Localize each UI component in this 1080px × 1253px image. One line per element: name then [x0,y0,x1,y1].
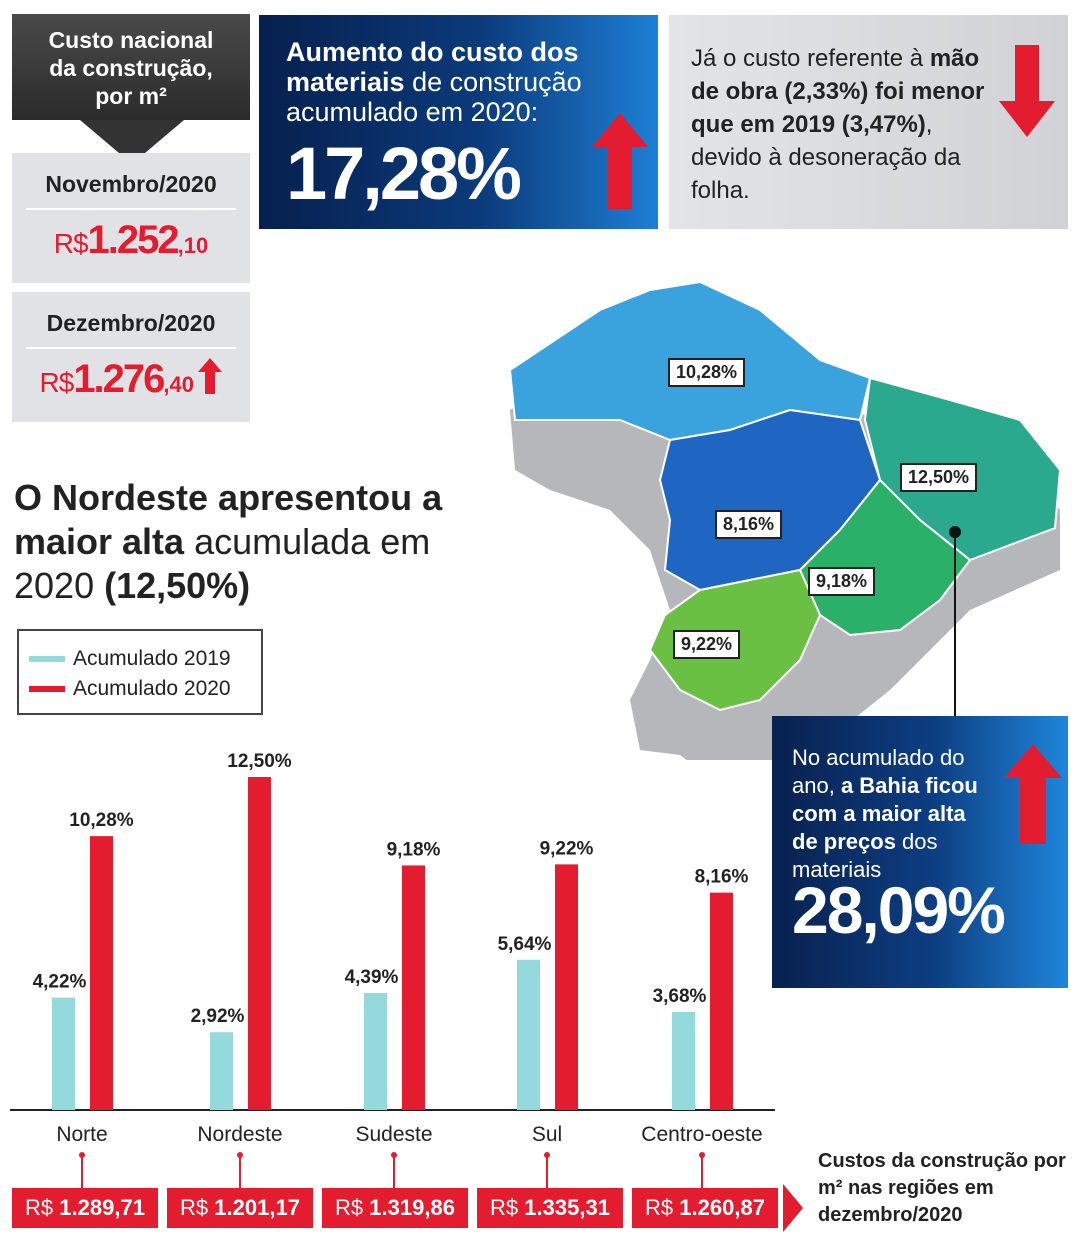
bar-2019-sudeste [364,993,387,1110]
costs-caption: Custos da construção por m² nas regiões … [818,1150,1066,1226]
labour-text-3: , devido à desoneração da folha. [691,111,961,204]
category-label: Sul [532,1123,562,1146]
section-headline: O Nordeste apresentou a maior alta acumu… [14,476,474,608]
cost-box-norte: R$ 1.289,71 [12,1188,158,1228]
bar-2020-norte [90,836,113,1110]
headline-value: (12,50%) [104,565,251,606]
value-cents: ,40 [163,372,195,397]
cost-box-nordeste: R$ 1.201,17 [167,1188,313,1228]
legend-swatch [29,686,65,692]
bahia-value: 28,09% [792,873,1006,947]
bar-2019-sul [517,959,540,1110]
category-label: Centro-oeste [641,1123,762,1146]
bahia-text-2: dos materiais [792,829,938,882]
data-label: 8,16% [695,867,749,888]
month-card-december: Dezembro/2020 R$1.276,40 [12,292,250,422]
data-label: 3,68% [653,986,707,1007]
month-card-november: Novembro/2020 R$1.252,10 [12,153,250,283]
headline-rest: acumulada em 2020 [14,521,431,606]
bahia-highlight-box: No acumulado do ano, a Bahia ficou com a… [772,716,1068,988]
month-label: Novembro/2020 [26,153,236,210]
brazil-map [508,280,1062,760]
national-cost-title: Custo nacional da construção, por m² [12,14,250,120]
connector-dot [544,1152,550,1158]
legend-item-2020: Acumulado 2020 [29,674,261,704]
data-label: 4,39% [345,967,399,988]
title-line-2: da construção, [49,55,213,81]
currency: R$ [39,367,75,398]
title-line-1: Custo nacional [48,27,214,53]
headline-bold: O Nordeste apresentou a maior alta [14,477,443,562]
down-arrow-icon [999,45,1055,137]
labour-text-bold: mão de obra (2,33%) foi menor que em 201… [691,45,985,138]
map-label-sudeste: 9,18% [808,567,876,596]
connector-dot [79,1152,85,1158]
map-label-norte: 10,28% [668,358,746,387]
month-value: R$1.276,40 [12,349,250,402]
bar-2019-norte [52,997,75,1110]
banner-text: Aumento do custo dos materiais de constr… [286,37,631,127]
data-label: 4,22% [33,972,87,993]
pointer-arrow-icon [783,1184,803,1232]
value-integer: 1.252 [87,218,180,262]
map-label-nordeste: 12,50% [900,463,978,492]
legend-label: Acumulado 2020 [73,677,231,700]
bahia-text-1: No acumulado do ano, [792,745,965,798]
month-value: R$1.252,10 [12,210,250,263]
connector-dot [391,1152,397,1158]
data-label: 9,18% [387,839,441,860]
bar-2019-centro-oeste [672,1011,695,1110]
banner-rest: de construção acumulado em 2020: [286,67,582,127]
cost-box-centro-oeste: R$ 1.260,87 [632,1188,778,1228]
up-arrow-icon [198,358,223,394]
labour-cost-note: Já o custo referente à mão de obra (2,33… [669,15,1068,229]
banner-bold: Aumento do custo dos materiais [286,37,579,97]
up-arrow-icon [1004,744,1062,844]
title-line-3: por m² [95,83,167,109]
data-label: 5,64% [498,934,552,955]
currency: R$ [53,228,89,259]
bar-2019-nordeste [210,1032,233,1110]
bar-2020-sul [555,864,578,1110]
connector-dot [699,1152,705,1158]
category-label: Norte [56,1123,107,1146]
data-label: 10,28% [69,810,134,831]
bar-2020-sudeste [402,865,425,1110]
category-label: Nordeste [197,1123,282,1146]
data-label: 12,50% [227,751,292,772]
legend-label: Acumulado 2019 [73,647,231,670]
bahia-connector [949,526,961,718]
chart-legend: Acumulado 2019 Acumulado 2020 [17,629,263,715]
labour-text-1: Já o custo referente à [691,45,930,72]
connector-dot [237,1152,243,1158]
up-arrow-icon [592,113,648,209]
month-label: Dezembro/2020 [26,292,236,349]
map-label-sul: 9,22% [673,630,741,659]
legend-swatch [29,656,65,662]
materials-cost-banner: Aumento do custo dos materiais de constr… [259,15,658,229]
value-cents: ,10 [177,233,209,258]
category-label: Sudeste [355,1123,432,1146]
cost-box-sul: R$ 1.335,31 [477,1188,623,1228]
banner-value: 17,28% [286,132,522,215]
bahia-text-bold: a Bahia ficou com a maior alta de preços [792,773,978,854]
data-label: 2,92% [191,1006,245,1027]
data-label: 9,22% [540,838,594,859]
value-integer: 1.276 [73,357,165,401]
bar-2020-nordeste [248,777,271,1110]
bar-2020-centro-oeste [710,892,733,1110]
map-label-centro-oeste: 8,16% [715,510,783,539]
cost-box-sudeste: R$ 1.319,86 [322,1188,468,1228]
legend-item-2019: Acumulado 2019 [29,644,261,674]
